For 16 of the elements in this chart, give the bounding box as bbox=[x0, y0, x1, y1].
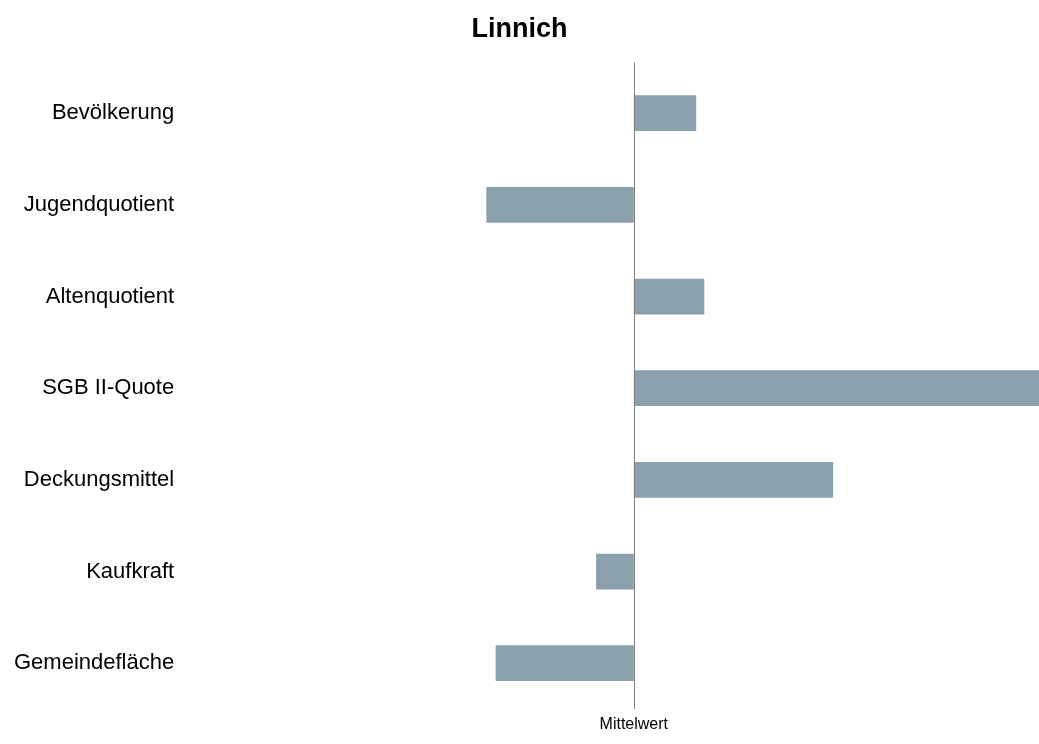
y-tick-label: Kaufkraft bbox=[86, 557, 175, 583]
bar bbox=[633, 370, 1039, 407]
y-tick-label: SGB II-Quote bbox=[42, 374, 175, 400]
bar bbox=[486, 187, 634, 223]
chart-title: Linnich bbox=[471, 12, 568, 43]
bar bbox=[596, 553, 634, 590]
bar bbox=[495, 645, 634, 682]
y-tick-label: Gemeindefläche bbox=[13, 649, 175, 675]
bar bbox=[633, 461, 834, 498]
y-tick-label: Jugendquotient bbox=[23, 190, 175, 216]
y-tick-label: Deckungsmittel bbox=[23, 465, 175, 491]
bar bbox=[633, 95, 697, 132]
bar bbox=[633, 278, 705, 315]
y-tick-label: Altenquotient bbox=[45, 282, 175, 308]
y-tick-label: Bevölkerung bbox=[51, 99, 175, 125]
text: Mittelwert bbox=[599, 715, 669, 733]
